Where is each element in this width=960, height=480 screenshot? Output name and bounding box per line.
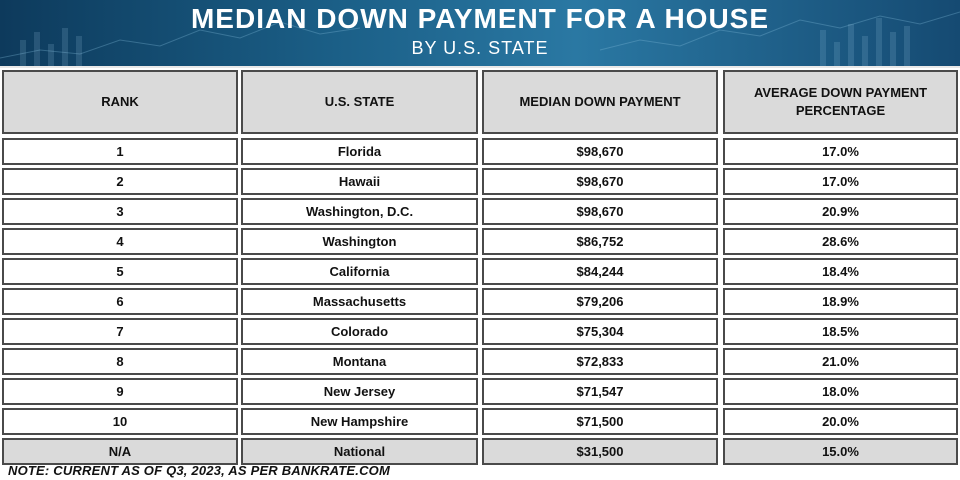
table-cell-median-down-payment: $71,500 bbox=[482, 408, 718, 435]
table-cell-state: Florida bbox=[241, 138, 478, 165]
table-cell-rank: 6 bbox=[2, 288, 238, 315]
source-note: NOTE: CURRENT AS OF Q3, 2023, AS PER BAN… bbox=[8, 463, 391, 478]
table-cell-median-down-payment: $75,304 bbox=[482, 318, 718, 345]
table-cell-rank: 10 bbox=[2, 408, 238, 435]
table-cell-average-percentage: 28.6% bbox=[723, 228, 958, 255]
table-cell-average-percentage: 18.4% bbox=[723, 258, 958, 285]
national-cell-average-percentage: 15.0% bbox=[723, 438, 958, 465]
table-cell-median-down-payment: $72,833 bbox=[482, 348, 718, 375]
table-cell-median-down-payment: $71,547 bbox=[482, 378, 718, 405]
table-cell-rank: 8 bbox=[2, 348, 238, 375]
table-cell-rank: 5 bbox=[2, 258, 238, 285]
table-cell-state: New Hampshire bbox=[241, 408, 478, 435]
table-cell-state: Hawaii bbox=[241, 168, 478, 195]
table-cell-state: Colorado bbox=[241, 318, 478, 345]
national-cell-median-down-payment: $31,500 bbox=[482, 438, 718, 465]
table-cell-rank: 2 bbox=[2, 168, 238, 195]
national-cell-state: National bbox=[241, 438, 478, 465]
table-cell-state: Washington bbox=[241, 228, 478, 255]
table-cell-rank: 3 bbox=[2, 198, 238, 225]
table-cell-median-down-payment: $84,244 bbox=[482, 258, 718, 285]
table-cell-average-percentage: 18.5% bbox=[723, 318, 958, 345]
table-cell-average-percentage: 18.0% bbox=[723, 378, 958, 405]
table-cell-average-percentage: 21.0% bbox=[723, 348, 958, 375]
table-cell-average-percentage: 17.0% bbox=[723, 138, 958, 165]
column-header-state: U.S. STATE bbox=[241, 70, 478, 134]
header-background-graphic bbox=[0, 11, 960, 66]
table-cell-average-percentage: 20.0% bbox=[723, 408, 958, 435]
table-cell-median-down-payment: $98,670 bbox=[482, 138, 718, 165]
table-cell-median-down-payment: $98,670 bbox=[482, 198, 718, 225]
table-cell-state: New Jersey bbox=[241, 378, 478, 405]
page-title: MEDIAN DOWN PAYMENT FOR A HOUSE bbox=[190, 3, 770, 34]
table-cell-average-percentage: 17.0% bbox=[723, 168, 958, 195]
table-cell-state: Massachusetts bbox=[241, 288, 478, 315]
header-banner: MEDIAN DOWN PAYMENT FOR A HOUSE BY U.S. … bbox=[0, 0, 960, 66]
table-cell-rank: 4 bbox=[2, 228, 238, 255]
table-cell-state: California bbox=[241, 258, 478, 285]
column-header-median-down-payment: MEDIAN DOWN PAYMENT bbox=[482, 70, 718, 134]
page-subtitle: BY U.S. STATE bbox=[411, 38, 549, 58]
table-cell-rank: 9 bbox=[2, 378, 238, 405]
table-cell-median-down-payment: $79,206 bbox=[482, 288, 718, 315]
table-cell-rank: 7 bbox=[2, 318, 238, 345]
table-cell-average-percentage: 20.9% bbox=[723, 198, 958, 225]
column-header-average-percentage: AVERAGE DOWN PAYMENT PERCENTAGE bbox=[723, 70, 958, 134]
table-cell-average-percentage: 18.9% bbox=[723, 288, 958, 315]
table-cell-median-down-payment: $98,670 bbox=[482, 168, 718, 195]
table-cell-median-down-payment: $86,752 bbox=[482, 228, 718, 255]
header-divider bbox=[0, 66, 960, 68]
column-header-rank: RANK bbox=[2, 70, 238, 134]
table-cell-rank: 1 bbox=[2, 138, 238, 165]
table-cell-state: Washington, D.C. bbox=[241, 198, 478, 225]
table-cell-state: Montana bbox=[241, 348, 478, 375]
national-cell-rank: N/A bbox=[2, 438, 238, 465]
